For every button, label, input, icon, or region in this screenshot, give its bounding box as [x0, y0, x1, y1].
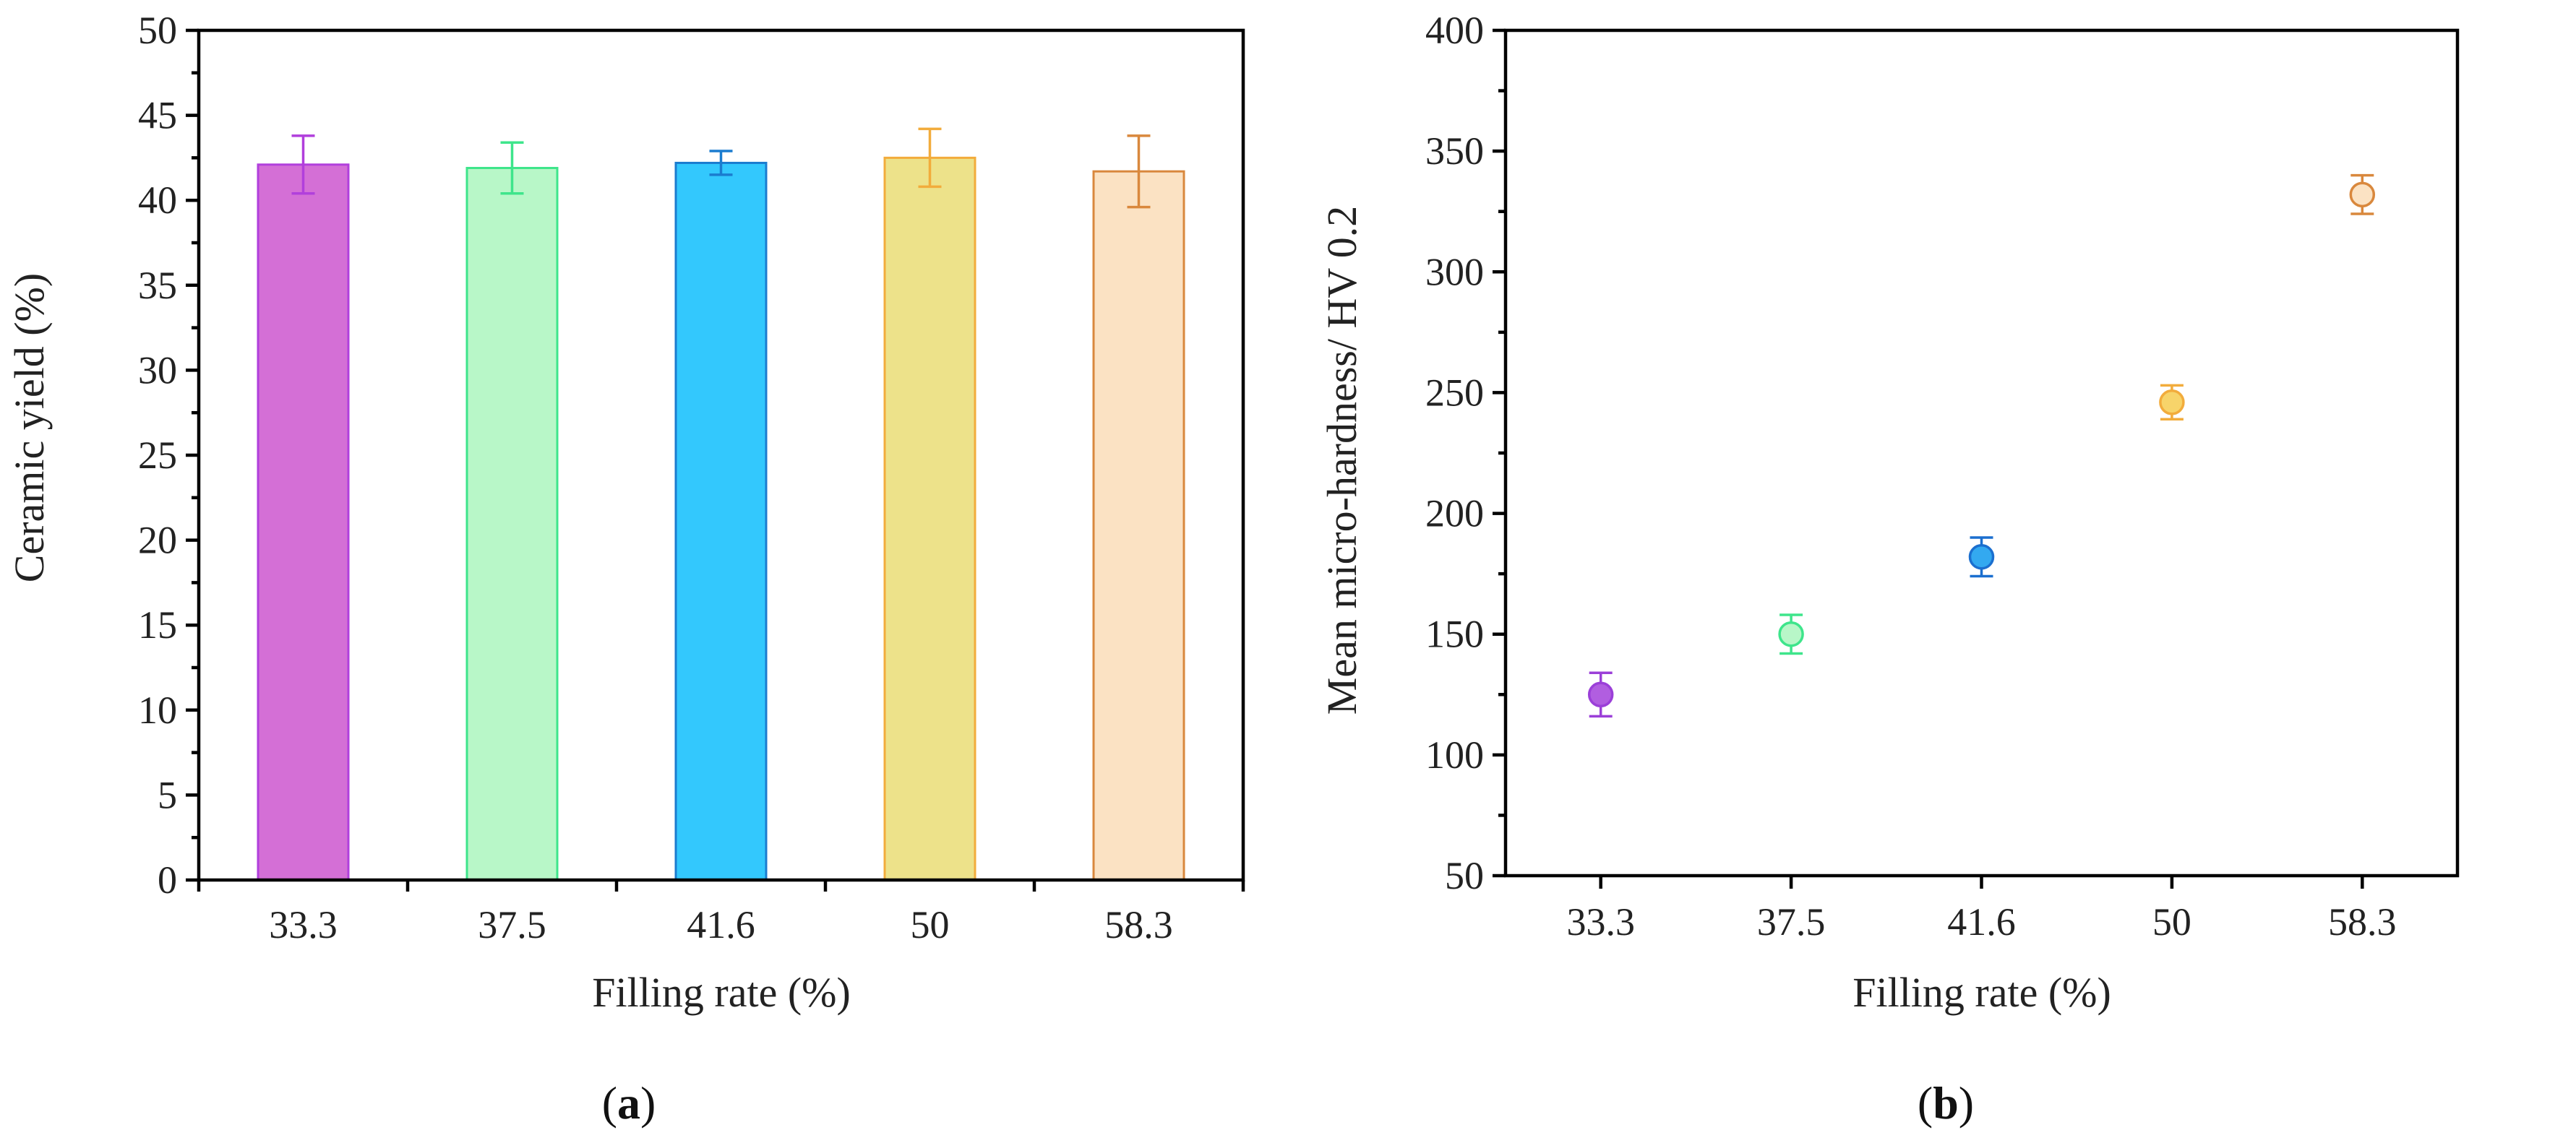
bar-41.6 — [674, 161, 768, 881]
bar-series — [257, 156, 1185, 881]
y-tick-label: 150 — [1425, 613, 1484, 656]
error-bar-50 — [918, 127, 942, 189]
x-tick-label: 33.3 — [1566, 900, 1635, 944]
x-axis-ticks: 33.3 37.5 41.6 50 58.3 — [1566, 876, 2397, 944]
scatter-point-50 — [2159, 389, 2185, 415]
y-tick-label: 200 — [1425, 492, 1484, 535]
y-tick-label: 250 — [1425, 371, 1484, 414]
x-tick-label: 41.6 — [687, 903, 755, 946]
y-tick-label: 45 — [138, 94, 177, 137]
y-tick-label: 25 — [138, 434, 177, 477]
y-tick-label: 0 — [158, 858, 177, 902]
x-tick-label: 50 — [911, 903, 950, 946]
y-tick-label: 35 — [138, 264, 177, 307]
y-tick-label: 100 — [1425, 733, 1484, 777]
error-bar-33.3 — [291, 134, 315, 195]
panel-b-scatter-chart: 50 100 150 200 250 300 350 400 33.3 37.5 41.6 50 58… — [1318, 9, 2460, 1129]
y-axis-ticks: 0 5 10 15 20 25 30 35 40 45 50 — [138, 9, 199, 902]
y-axis-ticks: 50 100 150 200 250 300 350 400 — [1425, 9, 1506, 897]
bar-58.3 — [1092, 170, 1185, 881]
y-tick-label: 300 — [1425, 250, 1484, 293]
panel-letter-a: a — [617, 1077, 640, 1129]
y-tick-label: 50 — [1445, 854, 1484, 897]
x-tick-label: 50 — [2152, 900, 2191, 944]
y-tick-label: 400 — [1425, 9, 1484, 52]
y-tick-label: 20 — [138, 519, 177, 562]
panel-label-b: (b) — [1918, 1077, 1974, 1129]
y-tick-label: 15 — [138, 603, 177, 647]
error-bar-58.3 — [1127, 134, 1151, 209]
scatter-point-58.3 — [2349, 181, 2376, 208]
x-tick-label: 58.3 — [1104, 903, 1173, 946]
scatter-point-41.6 — [1968, 543, 1995, 570]
x-tick-label: 58.3 — [2328, 900, 2397, 944]
error-bar-37.5 — [500, 141, 524, 195]
bar-50 — [883, 156, 976, 881]
y-axis-title: Ceramic yield (%) — [6, 273, 53, 582]
x-tick-label: 37.5 — [1757, 900, 1826, 944]
x-tick-label: 37.5 — [478, 903, 546, 946]
scatter-point-series — [1587, 181, 2376, 708]
y-tick-label: 10 — [138, 689, 177, 732]
x-tick-label: 33.3 — [269, 903, 338, 946]
y-tick-label: 50 — [138, 9, 177, 52]
y-tick-label: 30 — [138, 348, 177, 392]
y-tick-label: 5 — [158, 773, 177, 816]
y-tick-label: 40 — [138, 178, 177, 222]
axes-frame — [1503, 28, 2460, 878]
panel-label-a: (a) — [602, 1077, 656, 1129]
error-bar-series — [291, 127, 1151, 209]
scatter-point-37.5 — [1778, 621, 1804, 647]
bar-33.3 — [257, 163, 350, 881]
error-bar-41.6 — [709, 150, 733, 176]
x-axis-ticks: 33.3 37.5 41.6 50 58.3 — [197, 880, 1245, 946]
x-tick-label: 41.6 — [1947, 900, 2016, 944]
bar-37.5 — [465, 167, 559, 881]
x-axis-title: Filling rate (%) — [1852, 969, 2111, 1016]
scatter-point-33.3 — [1587, 681, 1614, 708]
plot-frame — [1503, 28, 2460, 878]
y-tick-label: 350 — [1425, 129, 1484, 173]
x-axis-title: Filling rate (%) — [592, 969, 851, 1016]
y-axis-title: Mean micro-hardness/ HV 0.2 — [1318, 206, 1365, 715]
error-bar-series — [1589, 173, 2374, 718]
panel-letter-b: b — [1933, 1077, 1959, 1129]
